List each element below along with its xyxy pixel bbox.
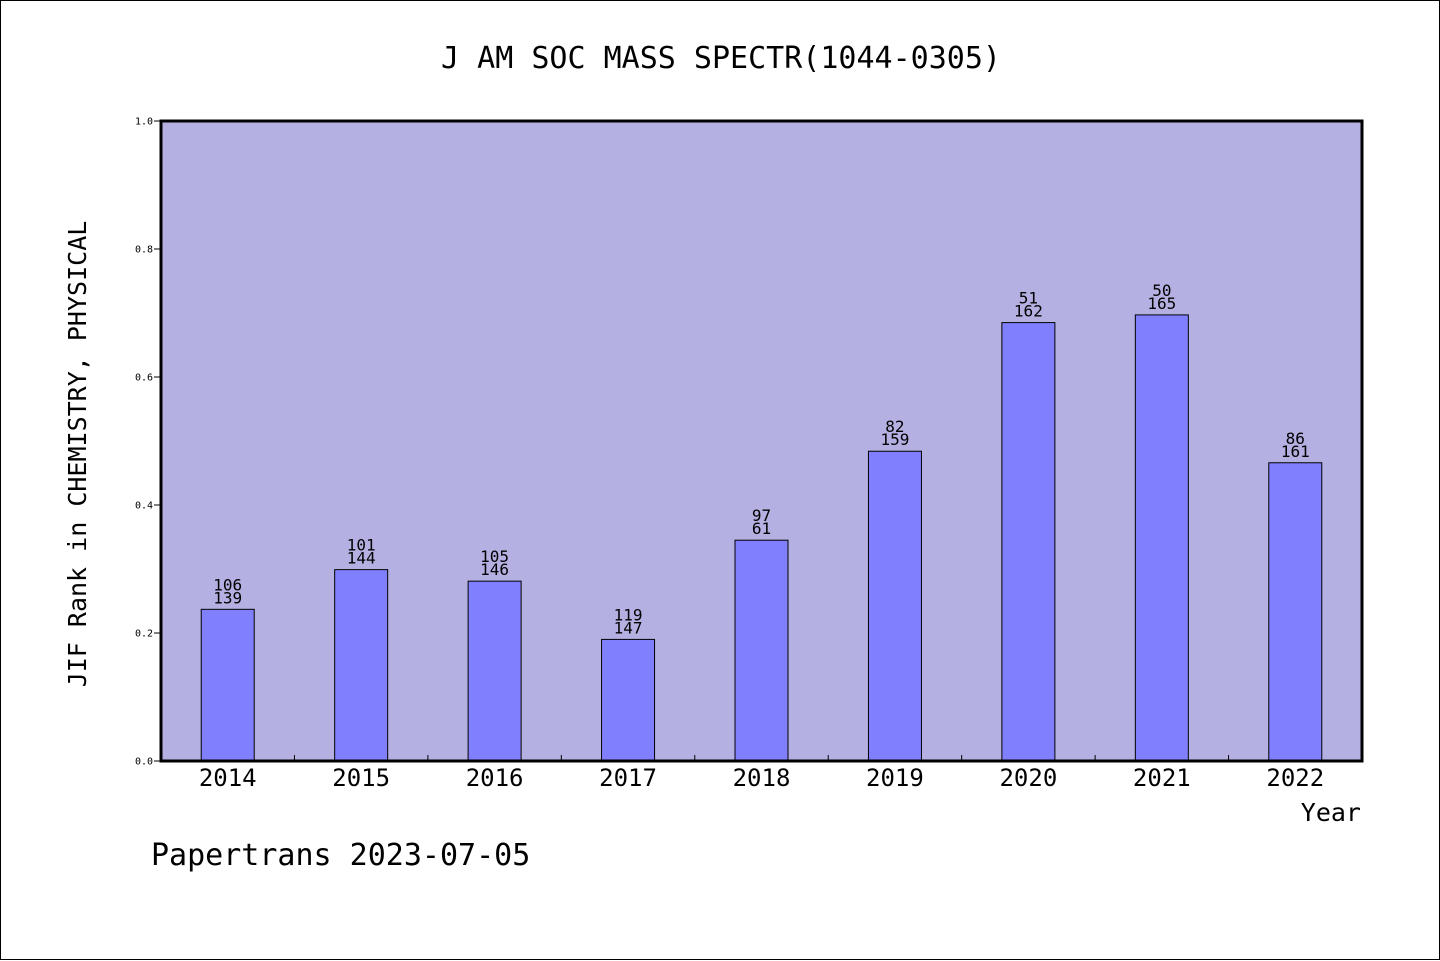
x-tick-label: 2017 bbox=[599, 764, 657, 792]
bar-total-label: 161 bbox=[1281, 442, 1310, 461]
y-axis: 0.0 0.2 0.4 0.6 0.8 1.0 bbox=[135, 117, 161, 768]
bar-rank-label: 105 bbox=[480, 547, 509, 566]
bar-rank-label: 119 bbox=[614, 605, 643, 624]
bar-2021 bbox=[1134, 314, 1189, 762]
bar-rank-label: 106 bbox=[213, 575, 242, 594]
x-tick-label: 2014 bbox=[199, 764, 257, 792]
bar-rank-label: 82 bbox=[885, 417, 904, 436]
bar-total-label: 146 bbox=[480, 560, 509, 579]
x-tick-label: 2015 bbox=[332, 764, 390, 792]
y-tick-label: 0.0 bbox=[135, 757, 153, 768]
x-axis-title: Year bbox=[1301, 798, 1361, 827]
bar-2016 bbox=[467, 580, 522, 762]
bar-total-label: 165 bbox=[1147, 294, 1176, 313]
x-tick-label: 2020 bbox=[999, 764, 1057, 792]
y-tick-label: 0.6 bbox=[135, 373, 153, 384]
x-tick-label: 2018 bbox=[733, 764, 791, 792]
bar-total-label: 162 bbox=[1014, 302, 1043, 321]
bar-rank-label: 101 bbox=[347, 536, 376, 555]
bar-rank-label: 51 bbox=[1019, 289, 1038, 308]
bar-2015 bbox=[334, 569, 389, 762]
x-tick-label: 2019 bbox=[866, 764, 924, 792]
bar-2018 bbox=[734, 539, 789, 762]
plot-border bbox=[159, 119, 1364, 763]
y-axis-title: JIF Rank in CHEMISTRY, PHYSICAL bbox=[63, 221, 92, 688]
bar-total-label: 61 bbox=[752, 519, 771, 538]
footer-stamp: Papertrans 2023-07-05 bbox=[151, 838, 530, 873]
x-axis: 2014 2015 2016 2017 2018 2019 2020 2021 2022 bbox=[199, 755, 1324, 792]
y-tick-label: 0.2 bbox=[135, 629, 153, 640]
bar-total-label: 147 bbox=[614, 618, 643, 637]
y-tick-label: 1.0 bbox=[135, 117, 153, 128]
bar-2014 bbox=[200, 608, 255, 762]
x-tick-label: 2021 bbox=[1133, 764, 1191, 792]
chart-title: J AM SOC MASS SPECTR(1044-0305) bbox=[441, 41, 1001, 76]
bar-total-label: 139 bbox=[213, 588, 242, 607]
bar-rank-label: 50 bbox=[1152, 281, 1171, 300]
bar-2017 bbox=[601, 638, 656, 762]
bar-rank-label: 86 bbox=[1286, 429, 1305, 448]
bar-2020 bbox=[1001, 322, 1056, 762]
x-tick-label: 2022 bbox=[1266, 764, 1324, 792]
bar-total-label: 159 bbox=[880, 430, 909, 449]
bar-2022 bbox=[1268, 462, 1323, 762]
bar-2019 bbox=[867, 450, 922, 762]
y-tick-label: 0.4 bbox=[135, 501, 153, 512]
y-tick-label: 0.8 bbox=[135, 245, 153, 256]
bar-rank-label: 97 bbox=[752, 506, 771, 525]
bar-total-label: 144 bbox=[347, 549, 376, 568]
x-tick-label: 2016 bbox=[466, 764, 524, 792]
